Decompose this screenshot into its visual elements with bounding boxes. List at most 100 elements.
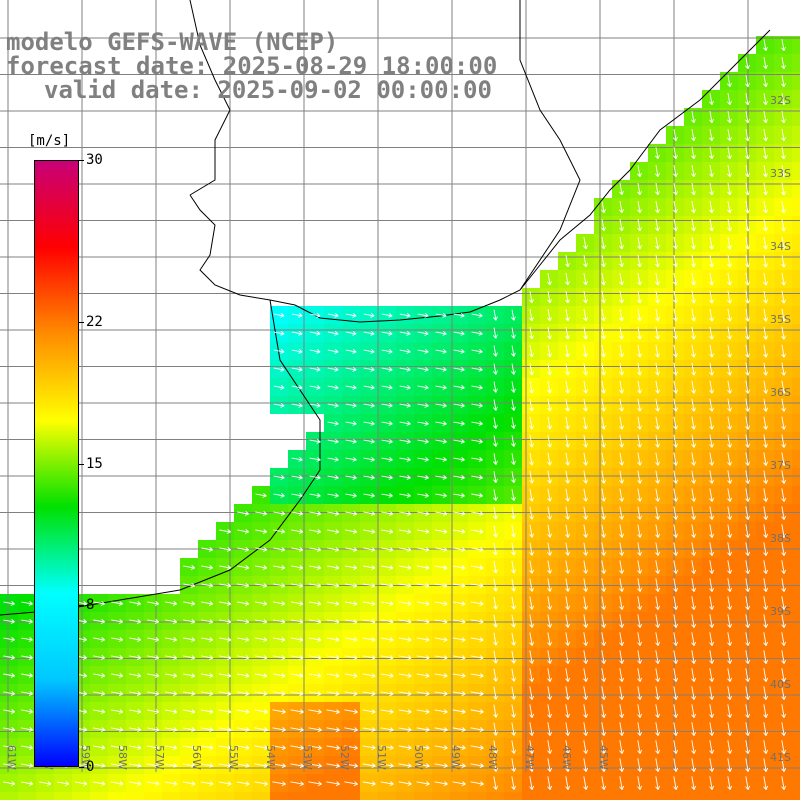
wind-arrow — [345, 366, 357, 372]
wind-arrow — [601, 362, 606, 376]
wind-arrow — [434, 709, 448, 714]
wind-arrow — [182, 781, 196, 786]
wind-arrow — [309, 474, 321, 480]
wind-arrow — [434, 745, 448, 750]
wind-arrow — [709, 290, 714, 304]
wind-arrow — [763, 380, 768, 394]
wind-arrow — [165, 637, 178, 642]
wind-arrow — [781, 776, 787, 790]
wind-arrow — [619, 686, 625, 700]
wind-arrow — [416, 763, 430, 768]
wind-arrow — [745, 524, 751, 538]
wind-speed-cell — [72, 792, 90, 800]
wind-arrow — [637, 326, 642, 340]
wind-arrow — [345, 402, 357, 408]
wind-arrow — [565, 452, 570, 466]
wind-arrow — [583, 290, 588, 304]
wind-arrow — [691, 578, 697, 592]
wind-arrow — [417, 348, 429, 354]
wind-arrow — [637, 668, 643, 682]
wind-arrow — [470, 565, 484, 570]
wind-arrow — [637, 596, 643, 610]
wind-arrow — [709, 614, 715, 628]
wind-arrow — [398, 673, 412, 678]
wind-arrow — [763, 668, 769, 682]
wind-arrow — [547, 290, 552, 304]
wind-arrow — [691, 506, 697, 520]
wind-arrow — [637, 542, 643, 556]
wind-arrow — [709, 560, 715, 574]
wind-arrow — [673, 596, 679, 610]
wind-arrow — [547, 326, 552, 340]
wind-arrow — [763, 111, 768, 124]
wind-arrow — [452, 565, 466, 570]
wind-arrow — [619, 740, 625, 754]
wind-arrow — [290, 637, 304, 642]
wind-arrow — [727, 236, 732, 250]
wind-arrow — [781, 272, 786, 286]
wind-arrow — [164, 745, 178, 750]
wind-arrow — [763, 506, 769, 520]
wind-arrow — [637, 686, 643, 700]
wind-arrow — [92, 745, 106, 750]
wind-speed-cell — [756, 792, 774, 800]
wind-arrow — [470, 727, 484, 732]
wind-arrow — [326, 637, 340, 642]
wind-arrow — [398, 565, 412, 570]
wind-arrow — [237, 565, 250, 570]
latitude-label: 34S — [770, 240, 791, 253]
longitude-label: 56W — [190, 745, 203, 770]
wind-arrow — [434, 655, 448, 660]
wind-arrow — [655, 308, 660, 322]
wind-arrow — [453, 330, 465, 336]
wind-arrow — [763, 596, 769, 610]
wind-arrow — [763, 650, 769, 664]
wind-arrow — [529, 722, 535, 736]
wind-arrow — [709, 398, 714, 412]
wind-arrow — [511, 506, 516, 520]
wind-arrow — [565, 668, 571, 682]
wind-arrow — [291, 384, 303, 390]
forecast-date: forecast date: 2025-08-29 18:00:00 — [6, 52, 498, 80]
wind-arrow — [727, 416, 732, 430]
wind-speed-cell — [396, 792, 414, 800]
wind-arrow — [416, 511, 430, 516]
wind-arrow — [182, 727, 196, 732]
wind-arrow — [326, 763, 340, 769]
wind-arrow — [511, 632, 516, 646]
wind-arrow — [308, 727, 322, 733]
wind-arrow — [583, 326, 588, 340]
wind-arrow — [763, 398, 768, 412]
wind-arrow — [781, 704, 787, 718]
wind-arrow — [727, 308, 732, 322]
wind-arrow — [416, 619, 430, 624]
wind-arrow — [111, 673, 124, 678]
wind-arrow — [380, 601, 394, 606]
wind-speed-cell — [558, 792, 576, 800]
wind-arrow — [434, 727, 448, 732]
wind-arrow — [547, 740, 553, 754]
wind-arrow — [565, 398, 570, 412]
wind-arrow — [619, 201, 624, 214]
wind-arrow — [529, 704, 535, 718]
wind-arrow — [93, 601, 105, 606]
wind-arrow — [183, 601, 196, 606]
wind-arrow — [3, 655, 15, 660]
wind-arrow — [291, 583, 304, 588]
wind-arrow — [3, 673, 15, 678]
wind-speed-cell — [792, 558, 800, 576]
latitude-label: 35S — [770, 313, 791, 326]
wind-arrow — [344, 727, 358, 733]
longitude-label: 61W — [5, 745, 18, 770]
wind-arrow — [781, 398, 786, 412]
wind-speed-cell — [792, 216, 800, 234]
wind-arrow — [745, 147, 750, 160]
wind-arrow — [327, 420, 339, 426]
wind-arrow — [655, 506, 661, 520]
wind-arrow — [637, 201, 642, 214]
wind-speed-cell — [90, 792, 108, 800]
colorbar-tick-mark — [79, 463, 84, 465]
wind-arrow — [129, 655, 142, 660]
wind-speed-cell — [234, 792, 252, 800]
wind-arrow — [236, 727, 250, 732]
